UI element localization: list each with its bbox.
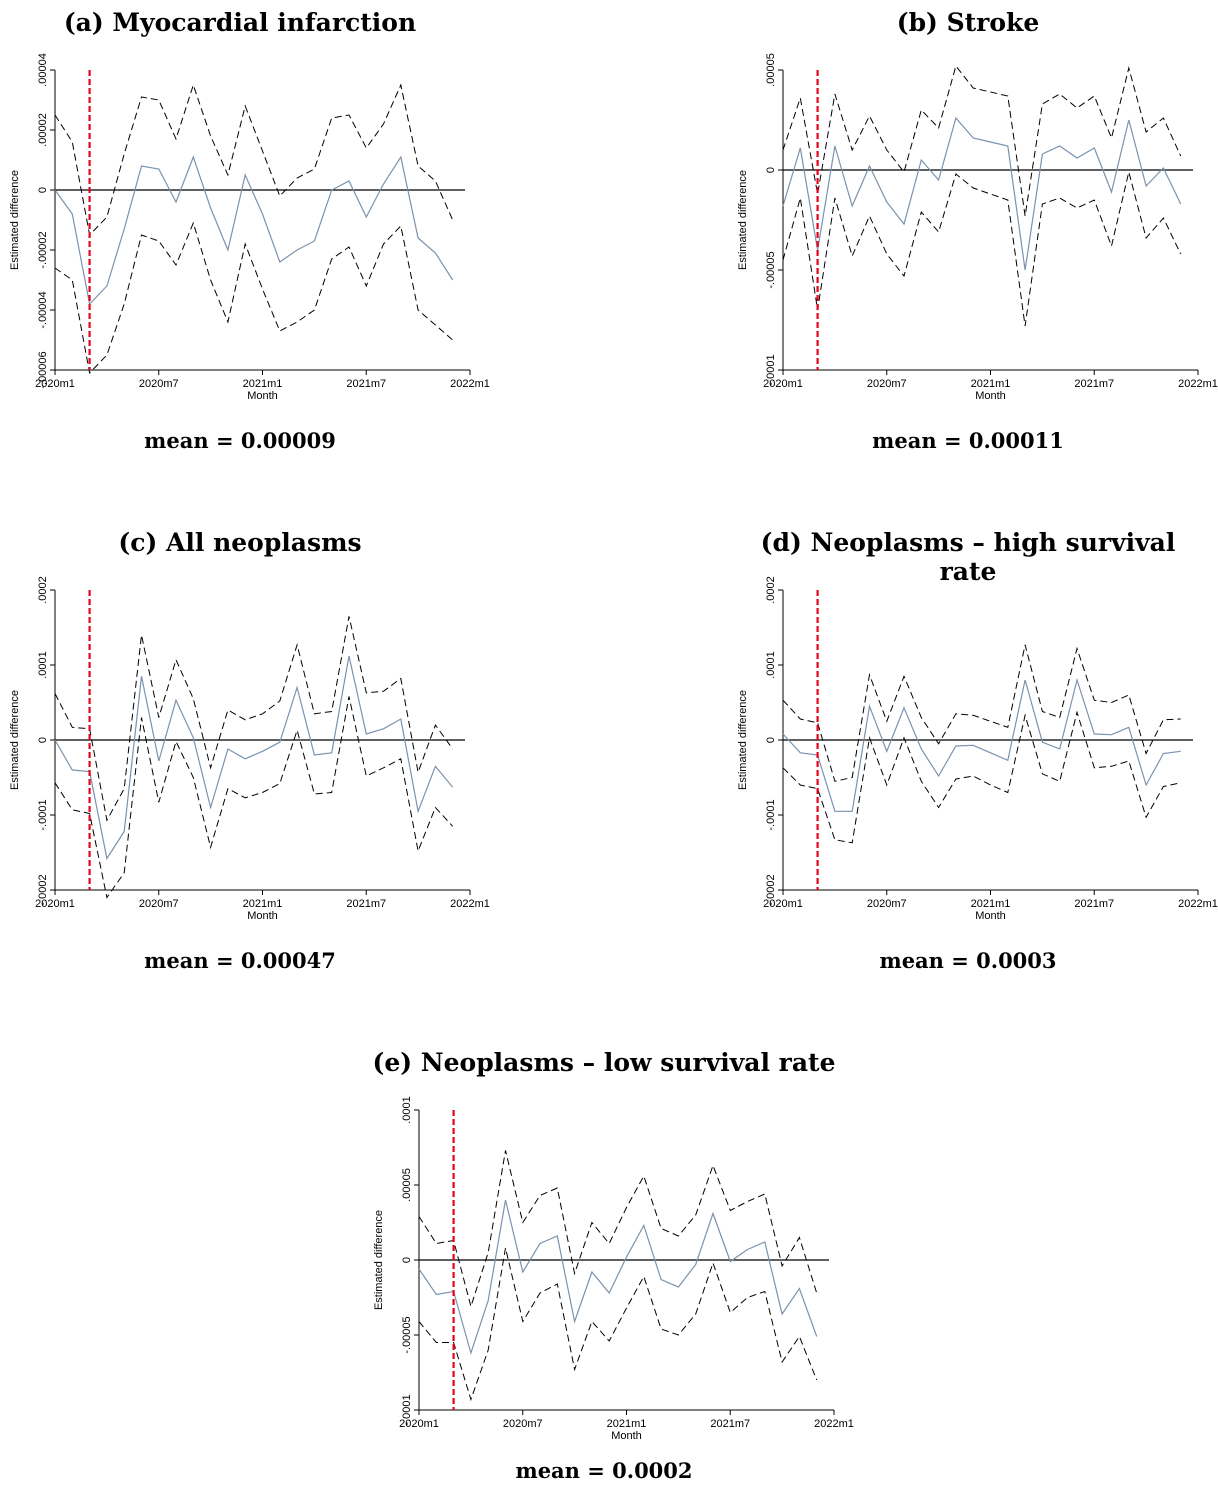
y-axis-title: Estimated difference: [9, 170, 21, 270]
panel-title: (b) Stroke: [896, 8, 1040, 37]
y-tick-label: -.00006: [37, 351, 49, 388]
line-chart: .00004 .00002 0 -.00002 -.00004 -.000062020m1…: [9, 53, 490, 402]
panel-title: (a) Myocardial infarction: [63, 8, 417, 37]
y-tick-label: -.0001: [37, 799, 49, 830]
x-axis-title: Month: [611, 1430, 642, 1442]
x-tick-label: 2020m7: [139, 378, 179, 390]
x-tick-label: 2021m7: [710, 1418, 750, 1430]
estimate-series-line: [418, 1199, 818, 1356]
x-tick-label: 2021m1: [607, 1418, 647, 1430]
panel-title: (c) All neoplasms: [118, 528, 362, 557]
lower-ci-series-line: [54, 696, 454, 899]
x-tick-label: 2020m7: [139, 898, 179, 910]
y-tick-label: 0: [37, 737, 49, 743]
panel-title: (d) Neoplasms – high survival rate: [760, 528, 1176, 586]
y-tick-label: .0001: [401, 1096, 413, 1124]
upper-ci-series-line: [54, 616, 454, 822]
y-tick-label: 0: [765, 737, 777, 743]
y-tick-label: .00004: [37, 53, 49, 87]
y-tick-label: -.0001: [765, 354, 777, 385]
y-axis-title: Estimated difference: [737, 170, 749, 270]
y-tick-label: 0: [37, 187, 49, 193]
x-tick-label: 2020m1: [763, 898, 803, 910]
estimate-series-line: [782, 677, 1181, 812]
upper-ci-series-line: [418, 1150, 818, 1309]
estimate-series-line: [54, 655, 454, 861]
chart-panel-e: (e) Neoplasms – low survival rate .0001.…: [364, 1040, 854, 1490]
upper-ci-series-line: [54, 83, 454, 237]
x-tick-label: 2020m1: [35, 378, 75, 390]
chart-panel-a: (a) Myocardial infarction .00004 .00002 0 -…: [0, 0, 490, 470]
chart-panel-c: (c) All neoplasms .0002 .0001 0 -.0001 -.000…: [0, 520, 490, 990]
x-tick-label: 2020m7: [503, 1418, 543, 1430]
y-tick-label: -.0001: [401, 1394, 413, 1425]
y-axis-title: Estimated difference: [9, 690, 21, 790]
x-tick-label: 2021m1: [243, 378, 283, 390]
x-tick-label: 2020m1: [35, 898, 75, 910]
x-tick-label: 2020m1: [763, 378, 803, 390]
y-tick-label: .0002: [765, 576, 777, 604]
y-tick-label: 0: [765, 167, 777, 173]
x-tick-label: 2020m7: [867, 898, 907, 910]
x-tick-label: 2020m7: [867, 378, 907, 390]
x-tick-label: 2021m1: [243, 898, 283, 910]
x-axis-title: Month: [975, 910, 1006, 922]
estimate-series-line: [782, 116, 1182, 271]
y-tick-label: .0001: [37, 651, 49, 679]
mean-label: mean = 0.00047: [144, 948, 336, 973]
upper-ci-series-line: [782, 64, 1182, 217]
chart-panel-d: (d) Neoplasms – high survival rate .0002…: [728, 520, 1218, 990]
x-tick-label: 2021m7: [1074, 378, 1114, 390]
panel-title: (e) Neoplasms – low survival rate: [372, 1048, 836, 1077]
estimate-series-line: [54, 155, 454, 306]
x-tick-label: 2021m7: [346, 378, 386, 390]
chart-panel-b: (b) Stroke .00005 0 -.00005 -.0001 2020m1 202…: [728, 0, 1218, 470]
y-tick-label: -.00004: [37, 291, 49, 328]
mean-label: mean = 0.00011: [872, 428, 1064, 453]
lower-ci-series-line: [782, 710, 1181, 844]
y-tick-label: -.0002: [37, 874, 49, 905]
upper-ci-series-line: [782, 644, 1181, 782]
y-tick-label: -.0001: [765, 799, 777, 830]
x-tick-label: 2022m1: [1178, 378, 1218, 390]
y-tick-label: .00005: [765, 53, 777, 87]
x-axis-title: Month: [247, 910, 278, 922]
x-tick-label: 2022m1: [450, 898, 490, 910]
y-tick-label: .0001: [765, 651, 777, 679]
lower-ci-series-line: [782, 171, 1182, 327]
y-tick-label: .00002: [37, 113, 49, 147]
x-tick-label: 2022m1: [814, 1418, 854, 1430]
lower-ci-series-line: [54, 221, 454, 375]
x-tick-label: 2021m7: [1074, 898, 1114, 910]
y-tick-label: -.00005: [401, 1316, 413, 1353]
x-tick-label: 2020m1: [399, 1418, 439, 1430]
x-axis-title: Month: [247, 390, 278, 402]
x-tick-label: 2021m1: [971, 898, 1011, 910]
x-axis-title: Month: [975, 390, 1006, 402]
y-tick-label: -.00005: [765, 251, 777, 288]
y-axis-title: Estimated difference: [737, 690, 749, 790]
y-tick-label: -.00002: [37, 231, 49, 268]
y-tick-label: .0002: [37, 576, 49, 604]
y-axis-title: Estimated difference: [373, 1210, 385, 1310]
y-tick-label: .00005: [401, 1168, 413, 1202]
mean-label: mean = 0.0003: [879, 948, 1057, 973]
mean-label: mean = 0.00009: [144, 428, 336, 453]
mean-label: mean = 0.0002: [515, 1458, 693, 1483]
x-tick-label: 2021m1: [971, 378, 1011, 390]
y-tick-label: 0: [401, 1257, 413, 1263]
x-tick-label: 2022m1: [1178, 898, 1218, 910]
x-tick-label: 2021m7: [346, 898, 386, 910]
y-tick-label: -.0002: [765, 874, 777, 905]
x-tick-label: 2022m1: [450, 378, 490, 390]
lower-ci-series-line: [418, 1247, 818, 1402]
